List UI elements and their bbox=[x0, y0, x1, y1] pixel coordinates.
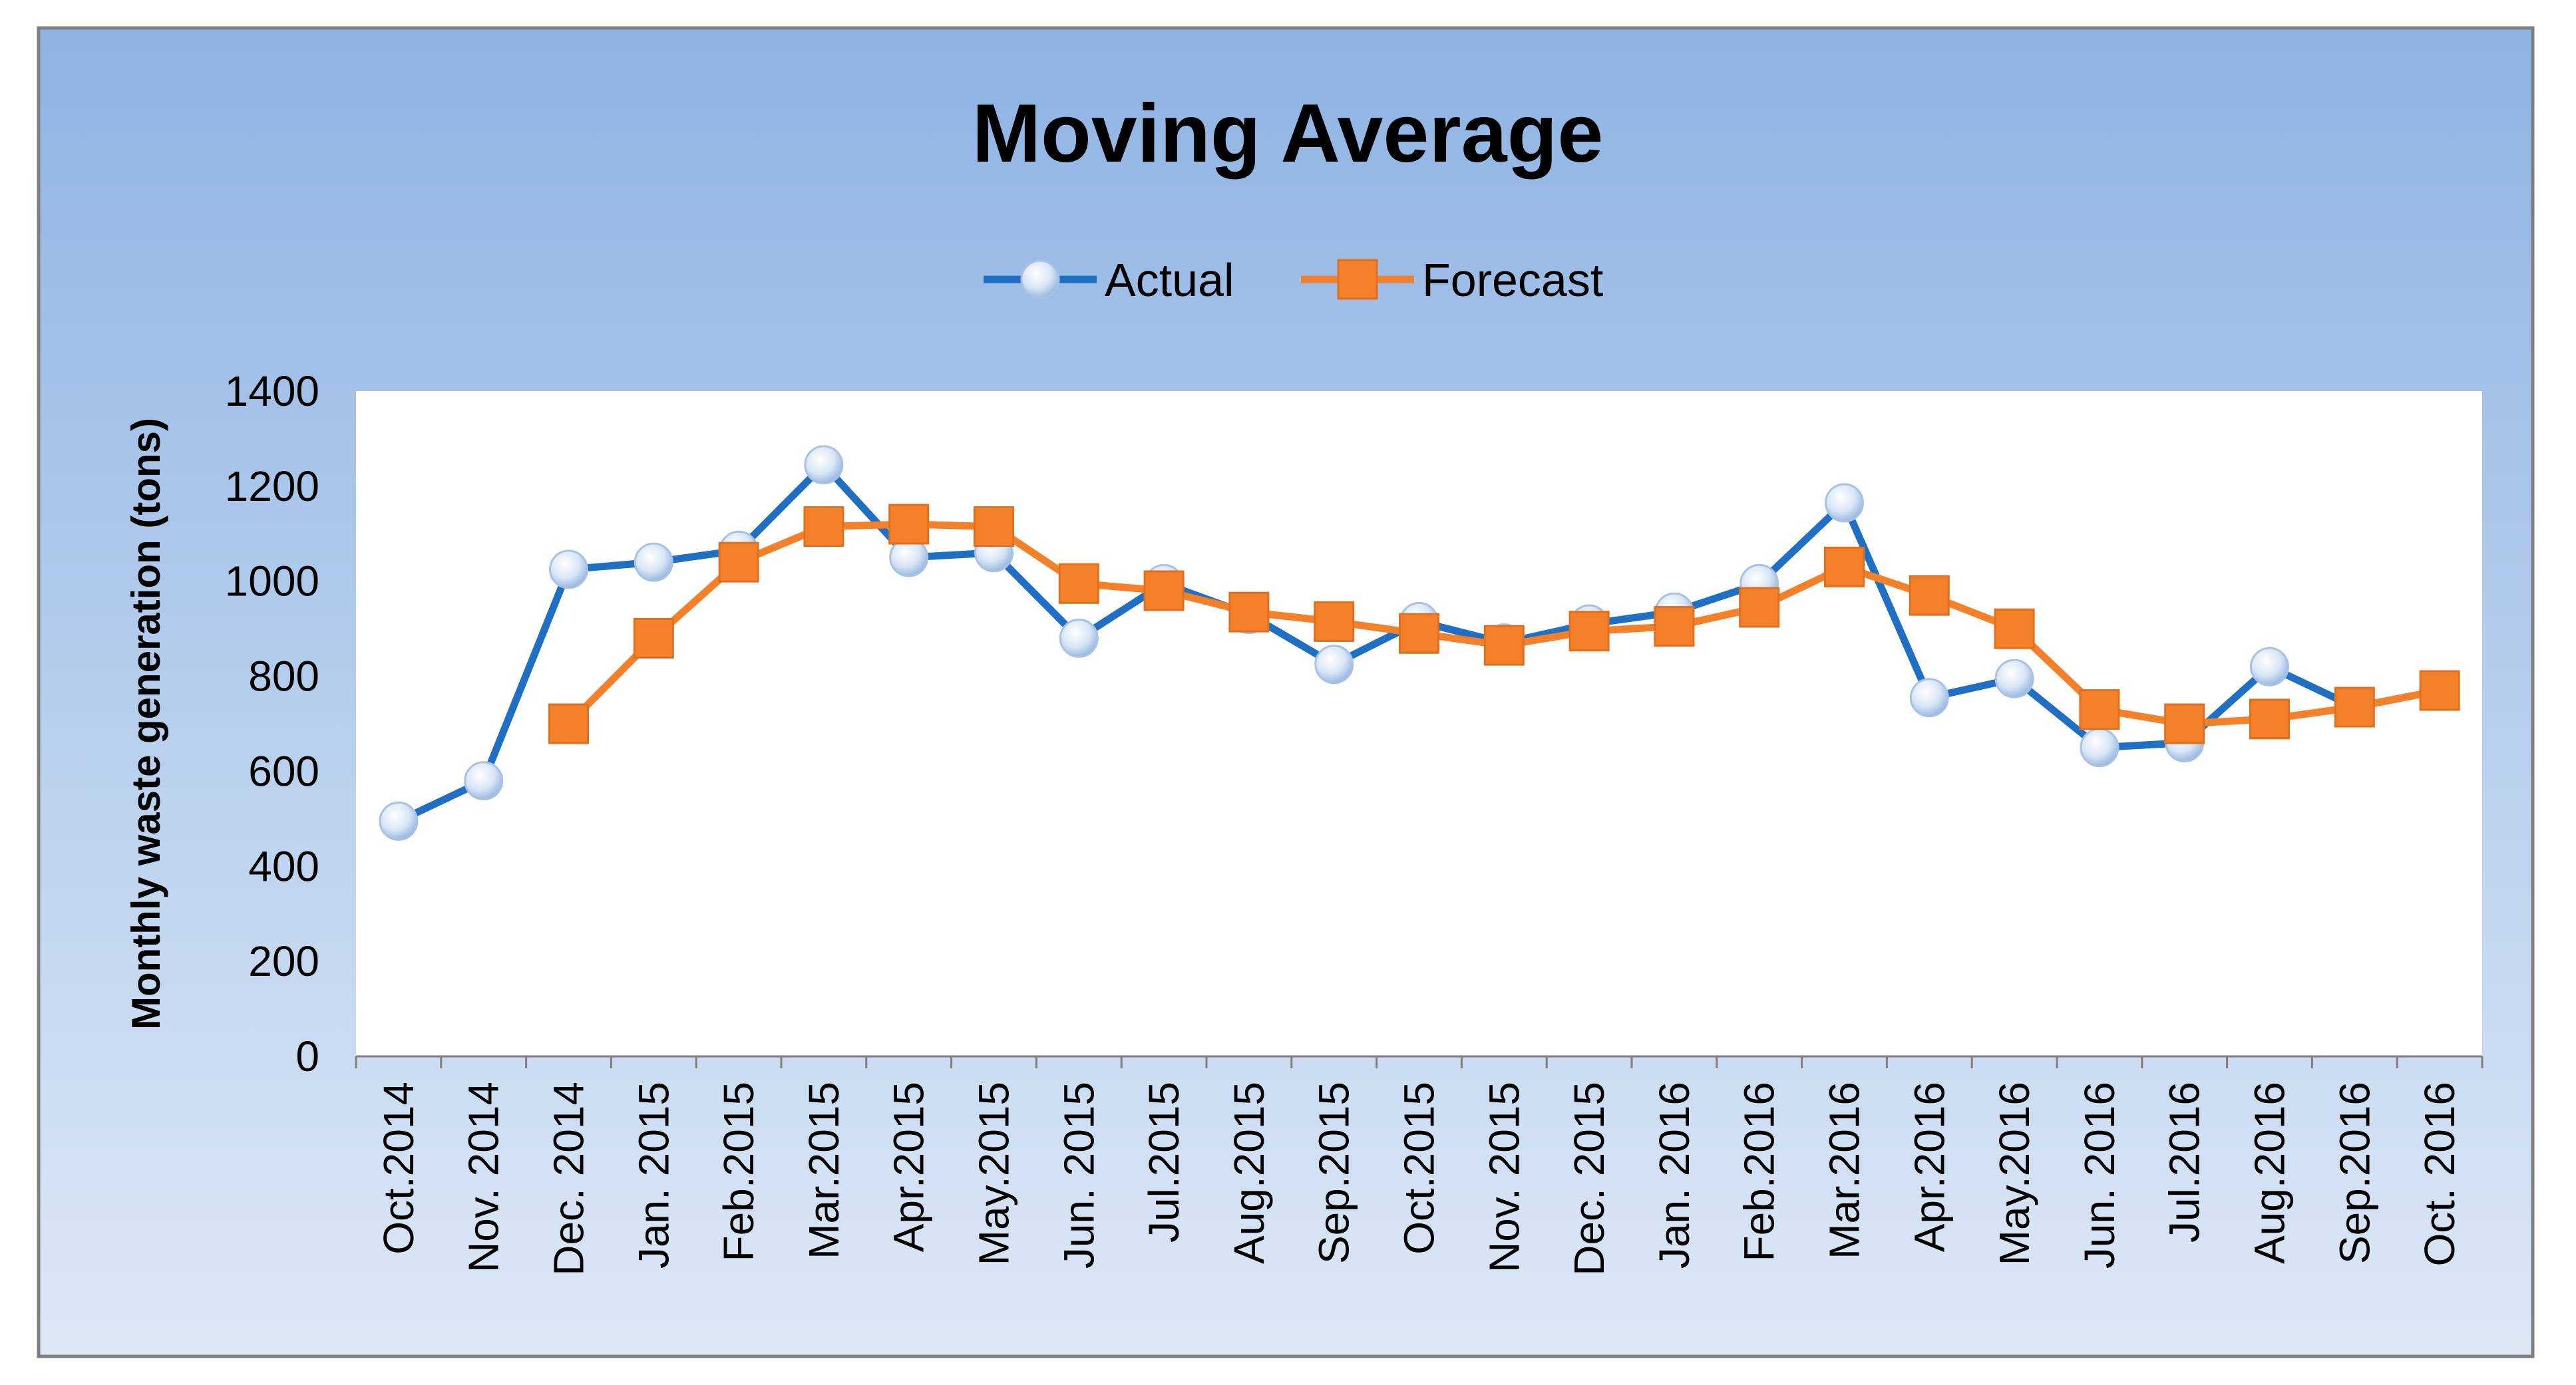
point-forecast bbox=[1483, 625, 1525, 666]
point-forecast bbox=[1228, 591, 1270, 633]
y-tick-label: 1400 bbox=[225, 367, 319, 415]
x-tick-label: Mar.2016 bbox=[1821, 1082, 1869, 1259]
point-forecast bbox=[1994, 608, 2035, 649]
series-layer bbox=[379, 445, 2460, 841]
x-tick-label: Aug.2015 bbox=[1225, 1082, 1273, 1264]
y-tick-label: 1200 bbox=[225, 462, 319, 510]
y-axis-title: Monthly waste generation (tons) bbox=[124, 418, 168, 1030]
point-forecast bbox=[1654, 606, 1695, 647]
x-tick-label: Nov. 2014 bbox=[460, 1082, 508, 1273]
x-tick-label: Oct.2015 bbox=[1395, 1082, 1443, 1255]
legend-forecast-label: Forecast bbox=[1422, 254, 1603, 306]
legend-actual-marker bbox=[1020, 259, 1060, 299]
y-tick-label: 400 bbox=[248, 842, 319, 890]
x-tick-label: Oct.2014 bbox=[375, 1082, 423, 1255]
point-actual bbox=[1059, 618, 1099, 658]
y-tick-label: 600 bbox=[248, 747, 319, 795]
x-tick-label: Sep.2015 bbox=[1310, 1082, 1358, 1264]
x-tick-label: Jun. 2016 bbox=[2076, 1082, 2123, 1269]
point-forecast bbox=[803, 506, 844, 547]
point-forecast bbox=[1909, 575, 1950, 616]
point-forecast bbox=[718, 541, 759, 583]
x-ticks: Oct.2014 Nov. 2014 Dec. 2014 Jan. 2015 Feb.2… bbox=[355, 1056, 2484, 1276]
y-tick-label: 200 bbox=[248, 937, 319, 985]
x-tick-label: Jul.2015 bbox=[1140, 1082, 1188, 1243]
point-forecast bbox=[974, 506, 1014, 547]
x-tick-label: Jul.2016 bbox=[2161, 1082, 2209, 1243]
y-tick-label: 800 bbox=[248, 653, 319, 700]
y-ticks: 0 200 400 600 800 1000 1200 1400 bbox=[225, 367, 319, 1080]
point-forecast bbox=[1143, 570, 1185, 611]
x-tick-label: May.2016 bbox=[1990, 1082, 2038, 1265]
x-tick-label: Apr.2016 bbox=[1905, 1082, 1953, 1252]
x-tick-label: Feb.2015 bbox=[715, 1082, 763, 1261]
x-tick-label: Dec. 2015 bbox=[1565, 1082, 1613, 1276]
x-tick-label: Apr.2015 bbox=[885, 1082, 933, 1252]
point-forecast bbox=[1824, 546, 1865, 587]
x-tick-label: May.2015 bbox=[970, 1082, 1018, 1265]
point-forecast bbox=[1739, 587, 1780, 628]
x-tick-label: Sep.2016 bbox=[2330, 1082, 2378, 1264]
point-forecast bbox=[1399, 613, 1439, 654]
x-tick-label: Jan. 2016 bbox=[1650, 1082, 1698, 1269]
x-tick-label: Oct. 2016 bbox=[2416, 1082, 2464, 1267]
legend-forecast-marker bbox=[1337, 259, 1378, 300]
x-tick-label: Dec. 2014 bbox=[545, 1082, 593, 1276]
point-forecast bbox=[2334, 687, 2375, 728]
point-forecast bbox=[548, 703, 589, 744]
point-forecast bbox=[2164, 703, 2205, 744]
point-actual bbox=[1825, 483, 1864, 523]
point-actual bbox=[2080, 728, 2119, 768]
point-actual bbox=[1909, 678, 1949, 718]
point-forecast bbox=[2419, 670, 2460, 711]
point-forecast bbox=[2249, 698, 2290, 740]
point-forecast bbox=[1058, 563, 1099, 604]
x-tick-label: Jan. 2015 bbox=[630, 1082, 677, 1269]
point-forecast bbox=[1314, 601, 1355, 642]
y-tick-label: 1000 bbox=[225, 557, 319, 605]
point-actual bbox=[549, 549, 588, 589]
plot-area bbox=[356, 391, 2482, 1056]
y-tick-label: 0 bbox=[295, 1032, 319, 1080]
point-actual bbox=[804, 445, 844, 485]
point-forecast bbox=[633, 617, 674, 659]
x-tick-label: Nov. 2015 bbox=[1480, 1082, 1528, 1273]
x-tick-label: Feb.2016 bbox=[1736, 1082, 1783, 1261]
chart-title: Moving Average bbox=[972, 88, 1604, 180]
point-forecast bbox=[1568, 611, 1610, 652]
legend: Actual Forecast bbox=[984, 254, 1603, 306]
x-tick-label: Mar.2015 bbox=[800, 1082, 848, 1259]
point-forecast bbox=[888, 504, 930, 545]
x-tick-label: Aug.2016 bbox=[2246, 1082, 2294, 1264]
point-actual bbox=[2250, 647, 2289, 687]
point-forecast bbox=[2079, 689, 2120, 730]
legend-actual-label: Actual bbox=[1105, 254, 1234, 306]
point-actual bbox=[1994, 659, 2034, 698]
point-actual bbox=[634, 542, 673, 582]
x-tick-label: Jun. 2015 bbox=[1055, 1082, 1103, 1269]
point-actual bbox=[1314, 645, 1354, 685]
point-actual bbox=[464, 761, 504, 801]
point-actual bbox=[379, 801, 419, 841]
